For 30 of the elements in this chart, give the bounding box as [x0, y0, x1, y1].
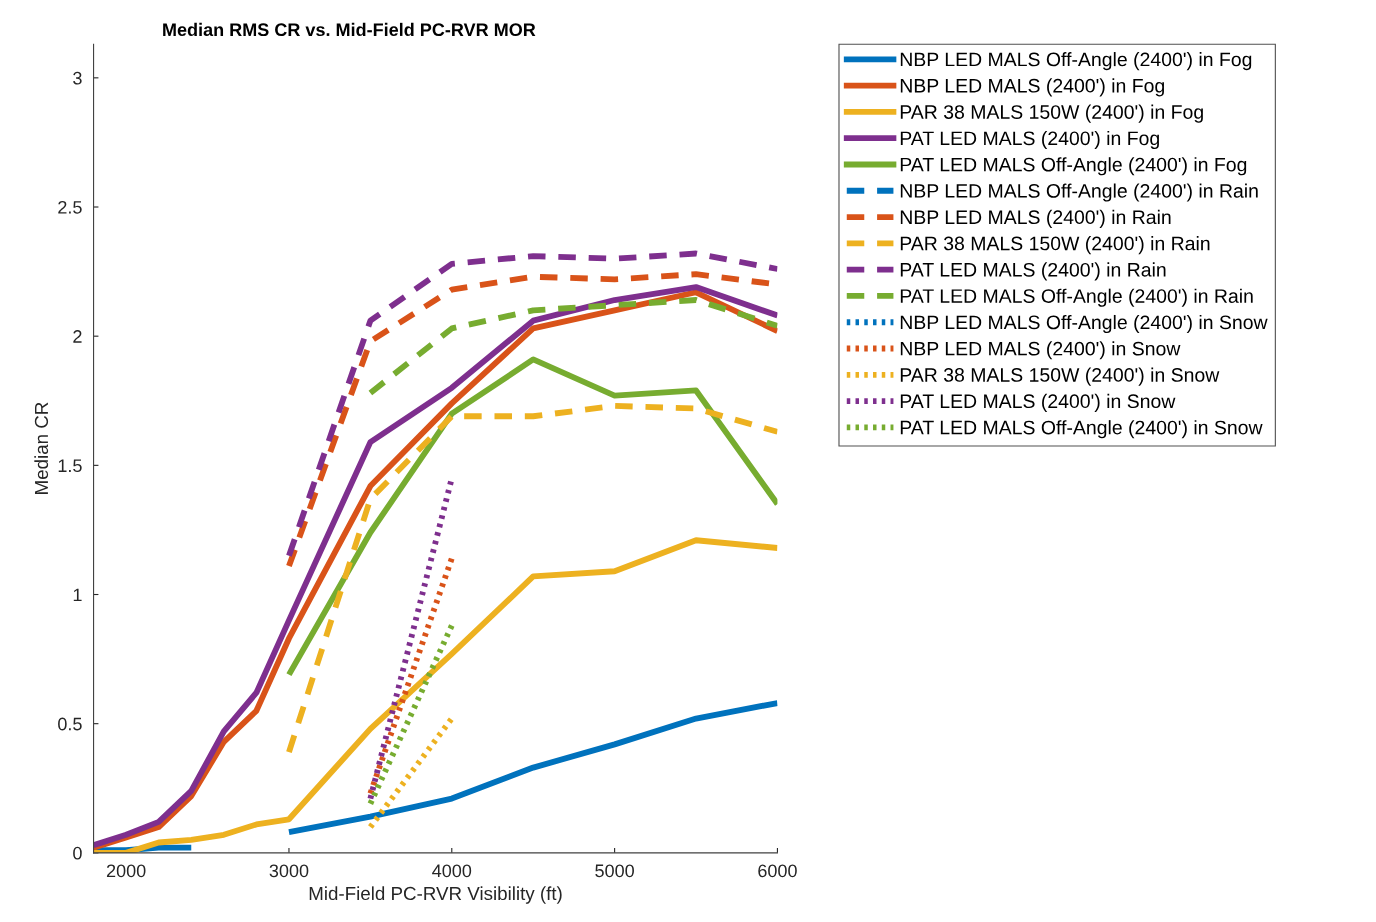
y-tick-label: 1 — [73, 588, 82, 602]
y-tick-label: 2 — [73, 330, 82, 343]
legend-label: PAT LED MALS Off-Angle (2400') in Rain — [900, 288, 1253, 307]
legend-label: PAT LED MALS (2400') in Rain — [900, 262, 1166, 281]
legend-label: PAR 38 MALS 150W (2400') in Fog — [900, 104, 1203, 123]
x-tick-label: 3000 — [269, 864, 309, 878]
y-axis-title: Median CR — [34, 402, 49, 494]
legend-label: NBP LED MALS (2400') in Rain — [900, 209, 1171, 228]
y-tick-label: 3 — [73, 71, 82, 85]
y-tick-label: 0.5 — [58, 717, 82, 731]
x-axis-title: Mid-Field PC-RVR Visibility (ft) — [309, 886, 562, 904]
legend-label: NBP LED MALS (2400') in Snow — [900, 341, 1181, 360]
legend-label: NBP LED MALS Off-Angle (2400') in Fog — [900, 52, 1252, 71]
legend-label: NBP LED MALS (2400') in Fog — [900, 78, 1164, 97]
y-tick-label: 2.5 — [58, 200, 82, 214]
legend-label: PAT LED MALS Off-Angle (2400') in Fog — [900, 157, 1247, 176]
legend-label: NBP LED MALS Off-Angle (2400') in Snow — [900, 314, 1268, 334]
legend-label: PAT LED MALS Off-Angle (2400') in Snow — [900, 420, 1263, 439]
chart-title: Median RMS CR vs. Mid-Field PC-RVR MOR — [163, 22, 536, 37]
legend-label: PAR 38 MALS 150W (2400') in Snow — [900, 367, 1220, 386]
x-tick-label: 5000 — [595, 864, 634, 878]
y-tick-label: 1.5 — [58, 459, 82, 473]
legend-label: PAT LED MALS (2400') in Fog — [900, 130, 1159, 150]
legend-label: PAR 38 MALS 150W (2400') in Rain — [900, 236, 1210, 255]
x-tick-label: 6000 — [758, 864, 797, 878]
x-tick-label: 2000 — [106, 864, 146, 878]
legend-label: NBP LED MALS Off-Angle (2400') in Rain — [900, 183, 1258, 202]
y-tick-label: 0 — [73, 846, 82, 860]
x-tick-label: 4000 — [432, 864, 472, 878]
legend-label: PAT LED MALS (2400') in Snow — [900, 393, 1176, 412]
